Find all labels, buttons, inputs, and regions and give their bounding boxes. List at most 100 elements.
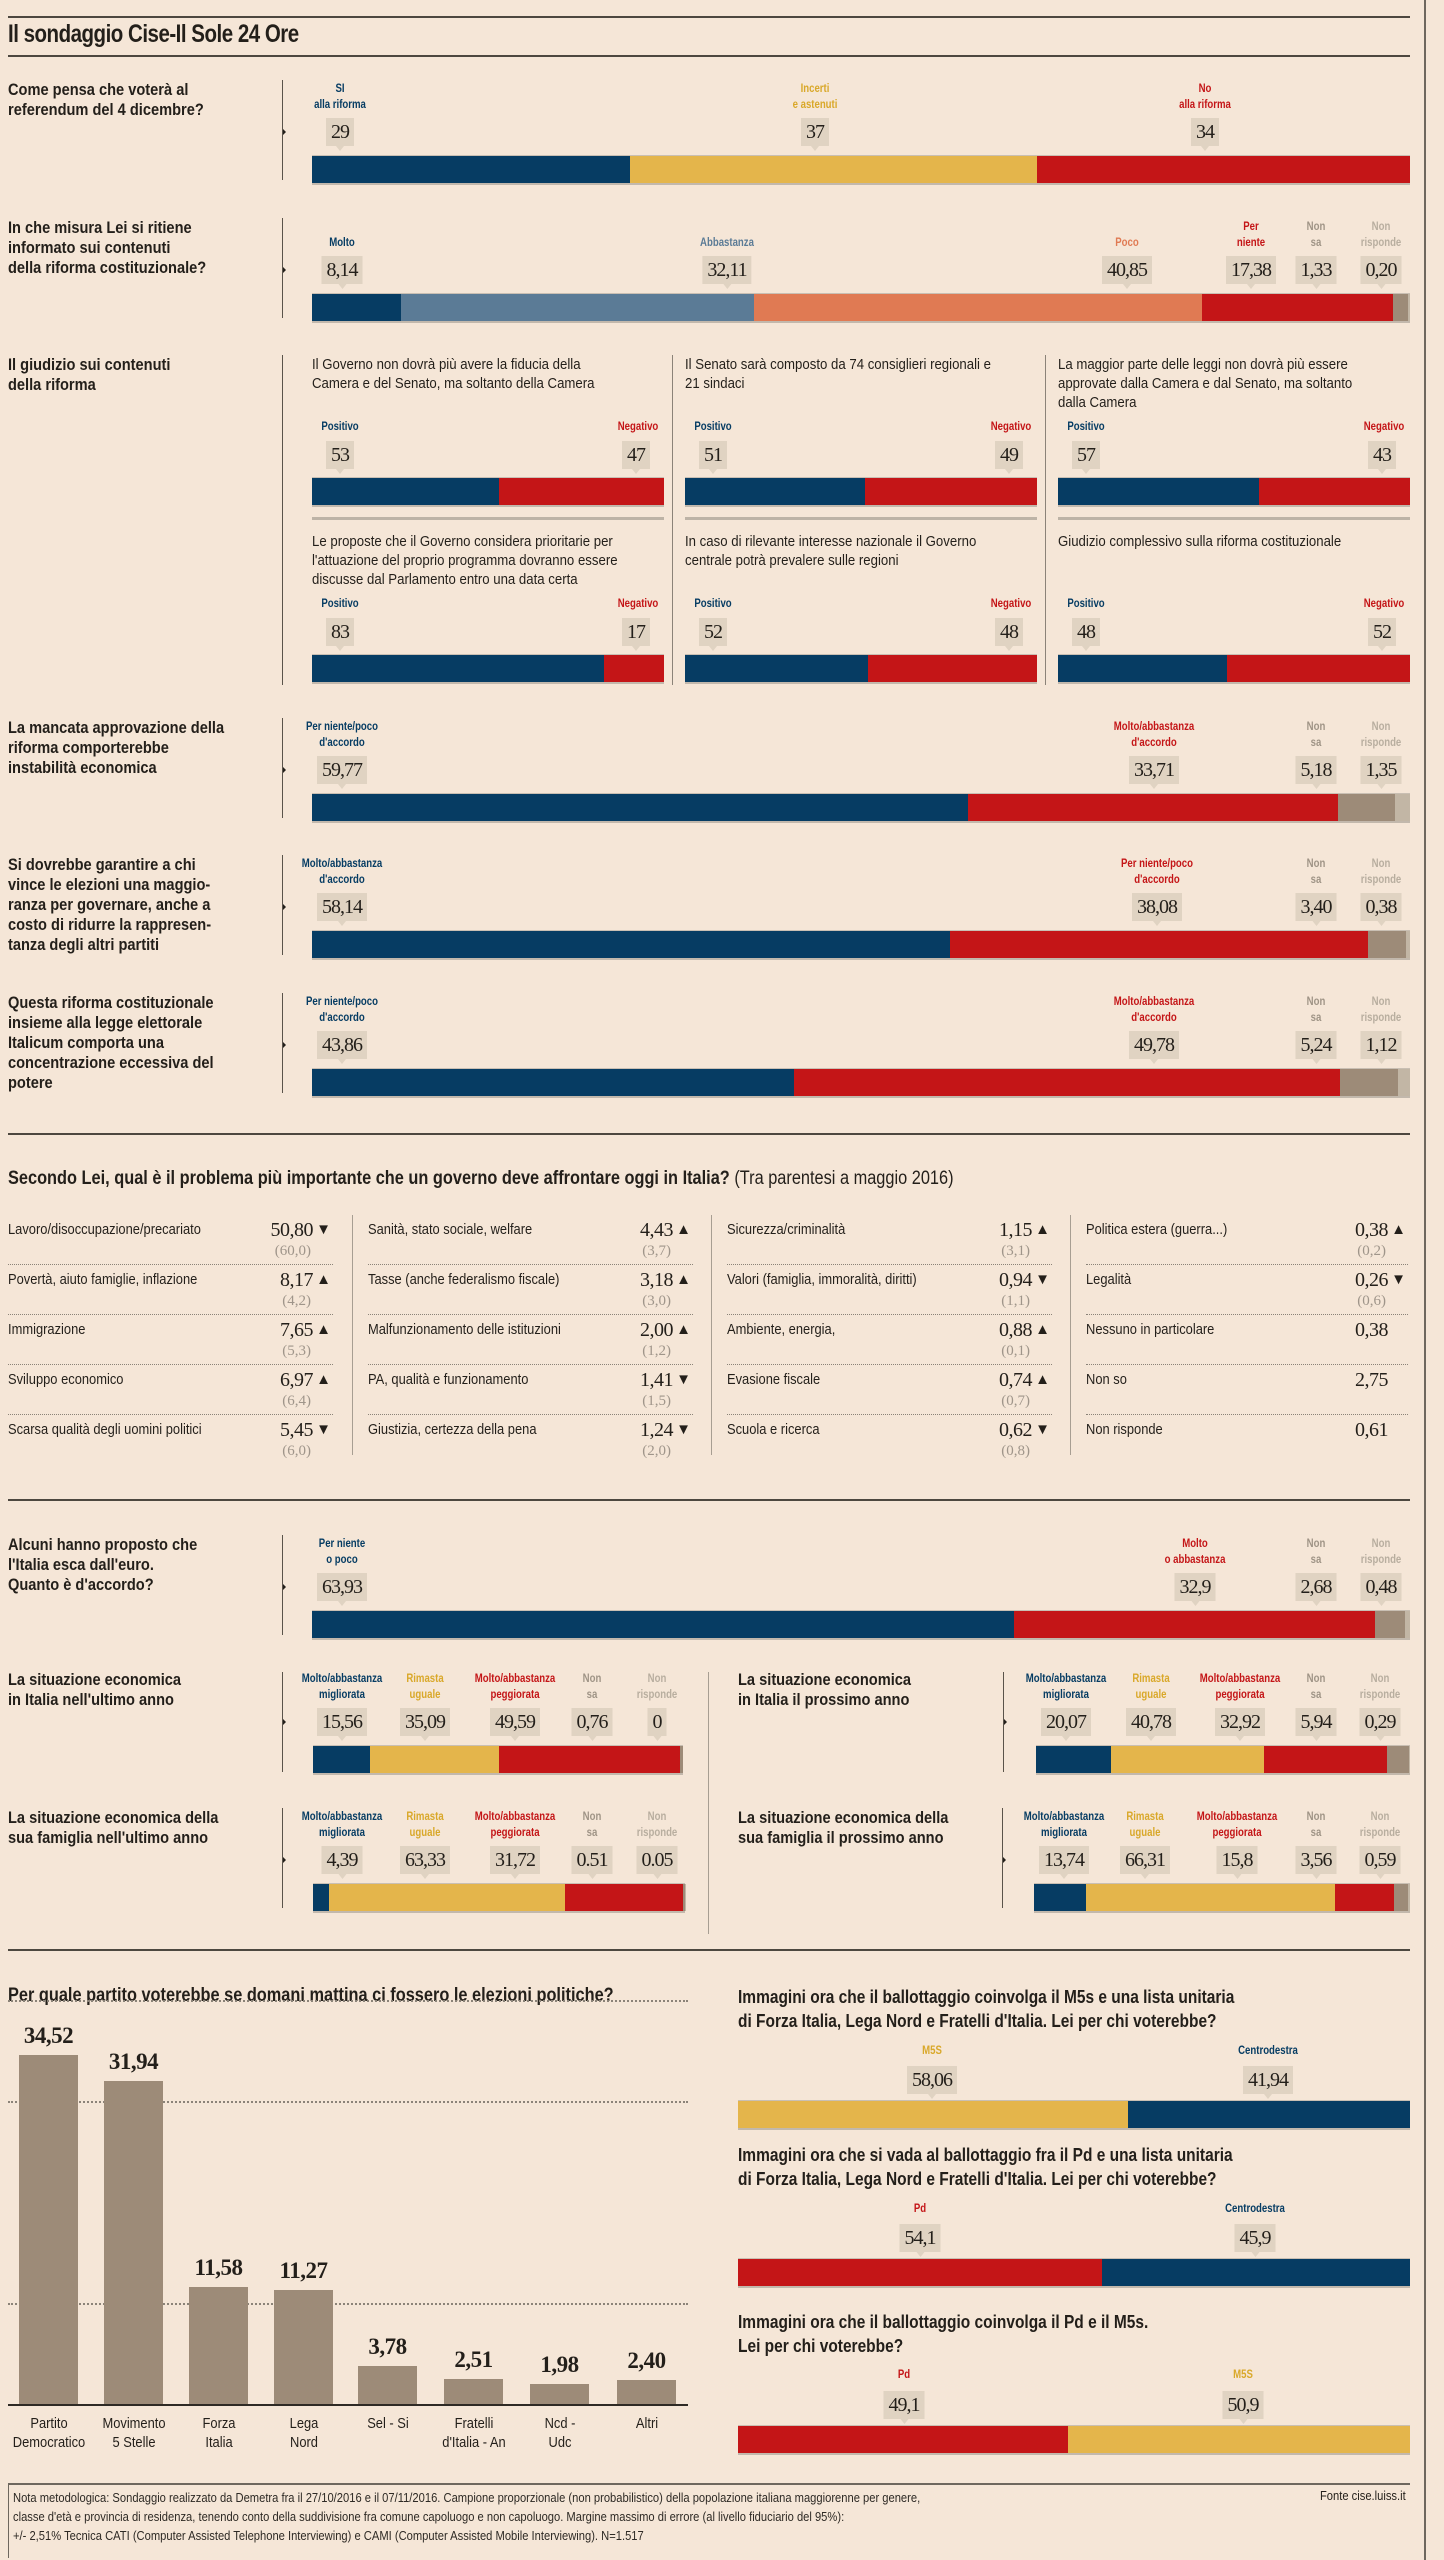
problems-column-3: Politica estera (guerra...) 0,38 ▲ (0,2) Leg…	[1086, 1215, 1408, 1465]
eco_famiglia_prossimo-label-1: Rimasta uguale	[1126, 1809, 1164, 1839]
problem-previous-value: (1,5)	[642, 1393, 671, 1409]
problem-row: Lavoro/disoccupazione/precariato 50,80 ▼ (6…	[8, 1215, 333, 1265]
ballottaggio_m5s_cdx-segment-0	[738, 2101, 1129, 2128]
problem-name: Giustizia, certezza della pena	[368, 1421, 537, 1438]
maggioranza-segment-2	[1368, 931, 1406, 958]
runoff-question-m5s-cdx: Immagini ora che il ballottaggio coinvol…	[738, 1987, 1235, 2031]
problem-value: 0,94	[999, 1269, 1033, 1291]
problem-row: Legalità 0,26 ▼ (0,6)	[1086, 1265, 1408, 1315]
question-italicum: Questa riforma costituzionale insieme al…	[8, 993, 214, 1092]
giudizio-negativo-value-5: 52	[1368, 618, 1396, 651]
euro-segment-2	[1375, 1611, 1405, 1638]
problem-row: Evasione fiscale 0,74 ▲ (0,7)	[727, 1365, 1052, 1415]
gridline-40	[8, 2000, 688, 2002]
referendum-value-1: 37	[801, 118, 829, 151]
giudizio-positivo-label-2: Positivo	[1067, 419, 1105, 433]
referendum-value-0: 29	[326, 118, 354, 151]
maggioranza-value-2: 3,40	[1295, 893, 1337, 926]
eco_famiglia_ultimo-value-0: 4,39	[321, 1846, 363, 1879]
giudizio-positivo-label-4: Positivo	[694, 596, 732, 610]
euro-axis-line	[282, 1535, 283, 1635]
party-category-label-5: Fratelli d'Italia - An	[441, 2415, 506, 2451]
trend-down-icon: ▼	[1391, 1271, 1406, 1288]
trend-up-icon: ▲	[316, 1321, 331, 1338]
eco_famiglia_ultimo-segment-1	[329, 1884, 565, 1911]
giudizio-positivo-label-5: Positivo	[1067, 596, 1105, 610]
eco_italia_prossimo-segment-0	[1036, 1746, 1112, 1773]
eco_famiglia_ultimo-label-1: Rimasta uguale	[406, 1809, 444, 1839]
question-euro: Alcuni hanno proposto che l'Italia esca …	[8, 1535, 198, 1594]
referendum-segment-1	[630, 156, 1037, 183]
problem-previous-value: (6,0)	[282, 1443, 311, 1459]
eco_famiglia_prossimo-label-3: Non sa	[1306, 1809, 1326, 1839]
ballottaggio_pd_m5s-segment-1	[1067, 2426, 1410, 2453]
italicum-label-2: Non sa	[1306, 994, 1326, 1024]
informato-label-3: Per niente	[1236, 219, 1266, 249]
instabilita-stacked-bar	[312, 793, 1410, 823]
maggioranza-segment-1	[950, 931, 1369, 958]
eco_italia_prossimo-axis-tick	[1004, 1719, 1007, 1725]
party-category-label-7: Altri	[635, 2415, 658, 2432]
informato-segment-4	[1393, 294, 1408, 321]
informato-value-1: 32,11	[702, 256, 752, 289]
ballottaggio_m5s_cdx-label-0: M5S	[922, 2043, 942, 2057]
instabilita-axis-tick	[283, 767, 286, 773]
section-rule-elections	[8, 1949, 1410, 1951]
instabilita-value-0: 59,77	[317, 756, 367, 789]
problem-value: 8,17	[280, 1269, 314, 1291]
giudizio-negativo-value-3: 17	[622, 618, 650, 651]
giudizio-bar-2	[1058, 477, 1410, 507]
euro-label-2: Non sa	[1306, 1536, 1326, 1566]
giudizio-bar-5	[1058, 654, 1410, 684]
maggioranza-label-0: Molto/abbastanza d'accordo	[301, 856, 383, 886]
euro-segment-0	[312, 1611, 1015, 1638]
problem-value: 7,65	[280, 1319, 314, 1341]
source-credit: Fonte cise.luiss.it	[1320, 2488, 1406, 2503]
ballottaggio_m5s_cdx-stacked-bar	[738, 2100, 1410, 2130]
giudizio-negativo-label-0: Negativo	[617, 419, 659, 433]
problems-column-1: Sanità, stato sociale, welfare 4,43 ▲ (3,7)…	[368, 1215, 693, 1465]
informato-segment-2	[753, 294, 1203, 321]
problem-value: 50,80	[270, 1219, 314, 1241]
italicum-axis-line	[282, 993, 283, 1093]
maggioranza-segment-3	[1405, 931, 1410, 958]
italicum-label-1: Molto/abbastanza d'accordo	[1113, 994, 1195, 1024]
instabilita-label-1: Molto/abbastanza d'accordo	[1113, 719, 1195, 749]
problem-name: Malfunzionamento delle istituzioni	[368, 1321, 561, 1338]
problems-column-divider-0	[352, 1215, 353, 1455]
eco_italia_prossimo-label-1: Rimasta uguale	[1132, 1671, 1170, 1701]
eco_italia_prossimo-value-1: 40,78	[1126, 1708, 1176, 1741]
ballottaggio_pd_m5s-value-0: 49,1	[883, 2391, 925, 2424]
question-eco-italia-ultimo: La situazione economica in Italia nell'u…	[8, 1670, 182, 1709]
informato-stacked-bar	[312, 293, 1410, 323]
party-bar-0	[19, 2055, 78, 2404]
problem-row: Sviluppo economico 6,97 ▲ (6,4)	[8, 1365, 333, 1415]
giudizio-statement-2: La maggior parte delle leggi non dovrà p…	[1058, 356, 1353, 411]
problem-previous-value: (0,1)	[1001, 1343, 1030, 1359]
eco_famiglia_prossimo-segment-4	[1407, 1884, 1410, 1911]
giudizio-axis-line	[282, 355, 283, 685]
italicum-value-2: 5,24	[1295, 1031, 1337, 1064]
problem-previous-value: (60,0)	[274, 1243, 311, 1259]
informato-value-5: 0,20	[1360, 256, 1402, 289]
eco_famiglia_ultimo-value-1: 63,33	[400, 1846, 450, 1879]
problem-name: Sviluppo economico	[8, 1371, 124, 1388]
methodology-note: Nota metodologica: Sondaggio realizzato …	[13, 2490, 921, 2543]
eco_italia_prossimo-segment-1	[1111, 1746, 1264, 1773]
eco_famiglia_prossimo-axis-line	[1002, 1808, 1003, 1908]
eco_italia_prossimo-segment-4	[1408, 1746, 1410, 1773]
problem-name: Nessuno in particolare	[1086, 1321, 1215, 1338]
giudizio-negativo-label-4: Negativo	[990, 596, 1032, 610]
problem-value: 1,24	[640, 1419, 674, 1441]
eco_famiglia_prossimo-segment-3	[1394, 1884, 1408, 1911]
eco_famiglia_ultimo-axis-line	[282, 1808, 283, 1908]
gridline-30	[8, 2101, 688, 2103]
giudizio-positivo-value-3: 83	[326, 618, 354, 651]
x-axis-baseline	[8, 2404, 688, 2406]
eco_italia_ultimo-value-1: 35,09	[400, 1708, 450, 1741]
problem-row: Politica estera (guerra...) 0,38 ▲ (0,2)	[1086, 1215, 1408, 1265]
eco_famiglia_prossimo-label-2: Molto/abbastanza peggiorata	[1196, 1809, 1278, 1839]
problem-previous-value: (5,3)	[282, 1343, 311, 1359]
euro-value-1: 32,9	[1174, 1573, 1216, 1606]
giudizio-negativo-value-1: 49	[995, 441, 1023, 474]
